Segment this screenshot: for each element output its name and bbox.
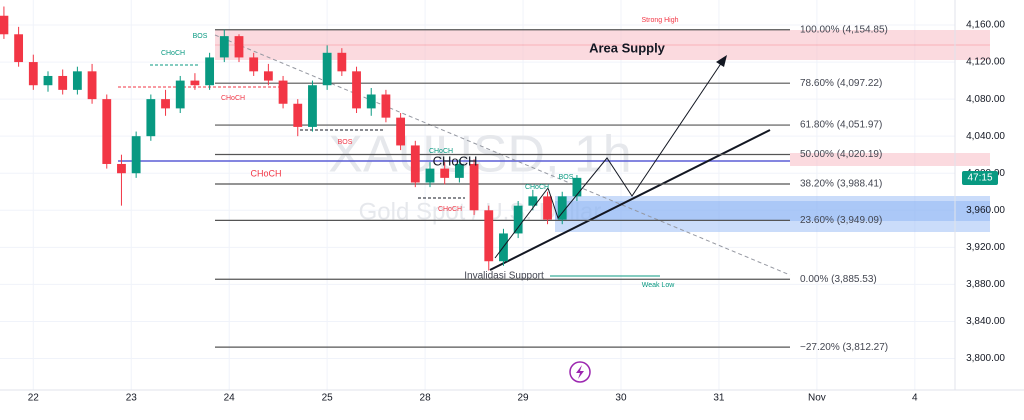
- demand-core: [555, 201, 990, 221]
- candle-body: [131, 136, 141, 174]
- x-tick-label: 29: [517, 393, 529, 404]
- candle-body: [263, 71, 273, 81]
- axes: 4,160.004,120.004,080.004,040.004,000.00…: [28, 20, 1006, 404]
- annotation: Weak Low: [642, 282, 675, 289]
- fib-label: 0.00% (3,885.53): [800, 274, 877, 285]
- annotation: BOS: [193, 33, 208, 40]
- candle-body: [308, 85, 317, 127]
- x-tick-label: 31: [713, 393, 725, 404]
- fib-label: 23.60% (3,949.09): [800, 215, 882, 226]
- x-tick-label: 24: [224, 393, 236, 404]
- y-tick-label: 3,800.00: [966, 353, 1005, 364]
- resist-zone: [790, 153, 990, 166]
- x-tick-label: 25: [322, 393, 334, 404]
- candle-body: [484, 210, 494, 262]
- fibonacci: 100.00% (4,154.85) 78.60% (4,097.22) 61.80…: [215, 24, 888, 353]
- countdown-box: [962, 171, 998, 185]
- candle-body: [0, 15, 9, 35]
- candle-body: [117, 163, 126, 174]
- candle-body: [161, 99, 170, 109]
- annotation: CHoCH: [433, 153, 478, 168]
- y-tick-label: 3,960.00: [966, 205, 1005, 216]
- y-tick-label: 4,120.00: [966, 57, 1005, 68]
- countdown: 47:15: [967, 173, 992, 184]
- x-tick-label: 4: [912, 393, 918, 404]
- annotation: CHoCH: [221, 95, 245, 102]
- fib-label: 38.20% (3,988.41): [800, 179, 882, 190]
- candle-body: [396, 117, 406, 146]
- y-tick-label: 3,920.00: [966, 242, 1005, 253]
- candle-body: [543, 196, 552, 220]
- projection: [494, 61, 723, 259]
- candle-body: [337, 52, 347, 72]
- candle-body: [58, 75, 68, 90]
- y-tick-label: 3,880.00: [966, 279, 1005, 290]
- x-tick-label: 30: [615, 393, 627, 404]
- arrow-head: [716, 55, 727, 67]
- candle-body: [293, 103, 303, 127]
- candle-body: [190, 80, 200, 86]
- candle-body: [469, 163, 479, 211]
- candle-body: [366, 94, 376, 109]
- candle-body: [440, 168, 450, 178]
- candle-body: [205, 57, 215, 86]
- candle-body: [102, 99, 112, 164]
- annotation: CHoCH: [250, 168, 281, 178]
- annotation: CHoCH: [525, 184, 549, 191]
- y-tick-label: 3,840.00: [966, 316, 1005, 327]
- candle-body: [87, 71, 97, 100]
- fib-label: 61.80% (4,051.97): [800, 120, 882, 131]
- candle-body: [528, 196, 538, 206]
- grid: [0, 0, 955, 390]
- annotation: Strong High: [642, 17, 679, 24]
- candle-body: [410, 145, 420, 183]
- candle-body: [322, 52, 332, 86]
- annotation: CHoCH: [161, 50, 185, 57]
- candle-body: [249, 57, 259, 72]
- candle-body: [175, 80, 185, 109]
- annotation: BOS: [559, 174, 574, 181]
- candle-body: [234, 36, 244, 58]
- y-tick-label: 4,040.00: [966, 131, 1005, 142]
- candle-body: [219, 36, 229, 58]
- annotation: CHoCH: [438, 206, 462, 213]
- fib-label: −27.20% (3,812.27): [800, 342, 888, 353]
- y-tick-label: 4,080.00: [966, 94, 1005, 105]
- candle-body: [43, 75, 53, 86]
- x-tick-label: 23: [126, 393, 138, 404]
- fib-label: 78.60% (4,097.22): [800, 78, 882, 89]
- candle-body: [381, 94, 391, 118]
- candle-body: [454, 163, 464, 178]
- annotation: CHoCH: [429, 148, 453, 155]
- candle-body: [72, 71, 82, 90]
- lightning: [576, 365, 584, 379]
- x-tick-label: 28: [420, 393, 432, 404]
- annotation: Invalidasi Support: [464, 271, 544, 282]
- annotation: Area Supply: [589, 40, 666, 55]
- candle-body: [14, 34, 24, 63]
- candle-body: [572, 177, 582, 197]
- fib-label: 50.00% (4,020.19): [800, 149, 882, 160]
- candle-body: [425, 168, 435, 183]
- candle-body: [278, 80, 288, 104]
- candle-body: [352, 71, 361, 109]
- candle-body: [557, 196, 567, 220]
- candle-body: [146, 99, 156, 137]
- fib-label: 100.00% (4,154.85): [800, 24, 888, 35]
- annotation: BOS: [338, 139, 353, 146]
- x-tick-label: 22: [28, 393, 40, 404]
- support-trendline: [489, 129, 771, 271]
- y-tick-label: 4,160.00: [966, 20, 1005, 31]
- candle-body: [28, 62, 38, 86]
- candle-body: [513, 205, 523, 234]
- x-tick-label: Nov: [808, 393, 826, 404]
